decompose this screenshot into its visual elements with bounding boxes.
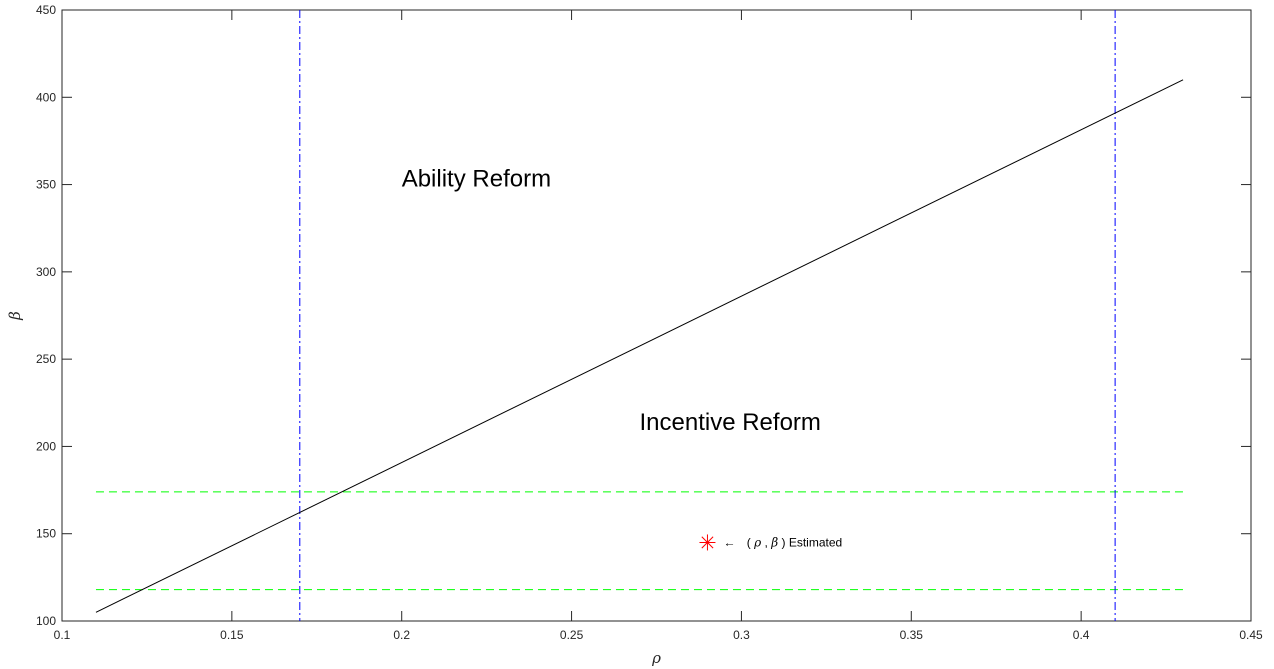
y-tick-label: 100 xyxy=(36,614,56,628)
chart-lines xyxy=(95,10,1184,621)
y-tick-label: 350 xyxy=(36,178,56,192)
estimate-beta: β xyxy=(770,535,778,549)
estimate-word: Estimated xyxy=(789,535,842,549)
estimate-open-paren: ( xyxy=(747,535,751,549)
y-tick-label: 150 xyxy=(36,527,56,541)
y-tick-label: 300 xyxy=(36,265,56,279)
x-tick-label: 0.1 xyxy=(54,628,71,642)
x-tick-label: 0.4 xyxy=(1073,628,1090,642)
x-tick-label: 0.25 xyxy=(560,628,584,642)
estimate-comma: , xyxy=(765,535,772,549)
y-tick-label: 450 xyxy=(36,3,56,17)
x-axis-label: ρ xyxy=(651,649,661,667)
annotation-incentive-reform: Incentive Reform xyxy=(640,409,821,436)
estimate-close-paren: ) xyxy=(782,535,786,549)
annotation-ability-reform: Ability Reform xyxy=(402,166,551,193)
estimate-rho: ρ xyxy=(753,535,761,549)
y-tick-label: 200 xyxy=(36,439,56,453)
estimate-label: ← ( ρ , β ) Estimated xyxy=(723,535,842,549)
estimate-marker xyxy=(699,534,716,551)
y-tick-label: 250 xyxy=(36,352,56,366)
x-tick-label: 0.45 xyxy=(1239,628,1263,642)
y-tick-label: 400 xyxy=(36,90,56,104)
plot-frame xyxy=(61,9,1252,622)
estimate-marker-stroke xyxy=(701,536,714,549)
x-tick-label: 0.3 xyxy=(733,628,750,642)
x-tick-label: 0.15 xyxy=(220,628,244,642)
y-axis-label: β xyxy=(6,311,24,321)
estimate-arrow: ← xyxy=(723,535,735,549)
plot-area xyxy=(61,9,1252,622)
x-tick-label: 0.35 xyxy=(900,628,924,642)
axis-ticks: 0.1 0.15 0.2 0.25 0.3 0.35 0.4 0.45 100 150 200 250… xyxy=(36,3,1263,642)
x-tick-label: 0.2 xyxy=(393,628,410,642)
chart-labels: ρ β Ability Reform Incentive Reform ← ( … xyxy=(6,166,842,667)
threshold-line xyxy=(95,79,1184,613)
